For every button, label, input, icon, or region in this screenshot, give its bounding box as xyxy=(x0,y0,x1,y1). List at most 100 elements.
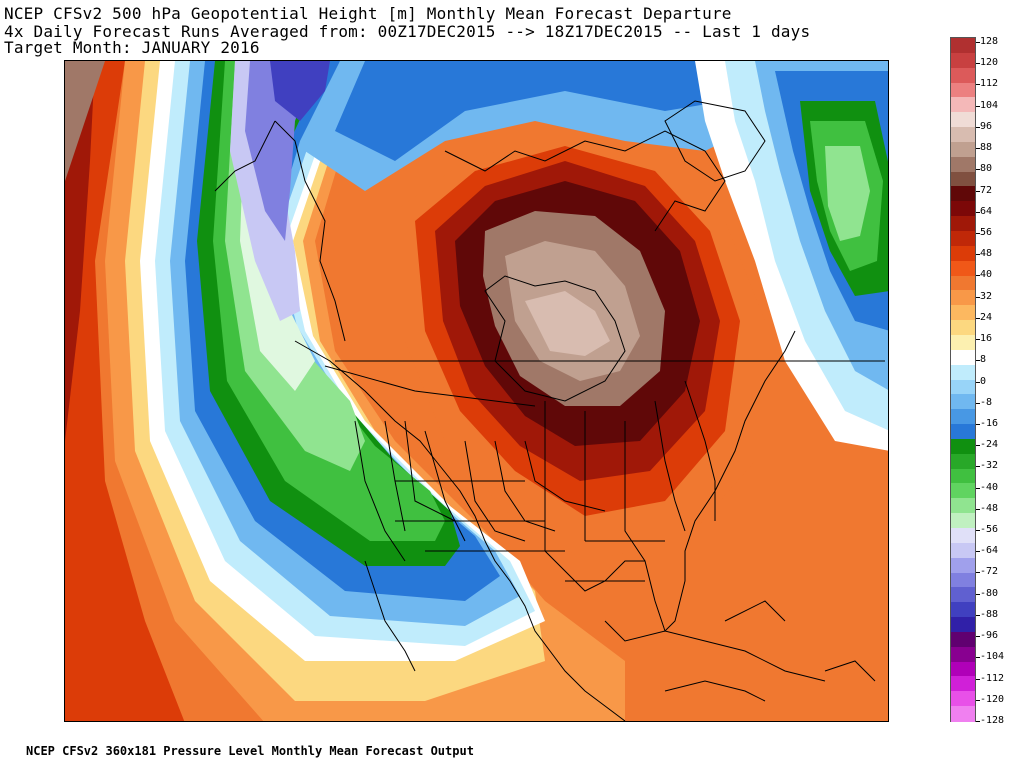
colorbar-label: -24 xyxy=(980,439,999,451)
colorbar-tick xyxy=(976,593,980,595)
colorbar-label: -32 xyxy=(980,460,999,472)
colorbar-swatch xyxy=(951,691,975,707)
colorbar-label: 128 xyxy=(980,36,999,47)
colorbar-swatch xyxy=(951,572,975,588)
colorbar-swatch xyxy=(951,468,975,485)
colorbar-tick xyxy=(976,487,980,489)
colorbar-swatch xyxy=(951,661,975,678)
colorbar-swatch xyxy=(951,260,975,277)
colorbar-swatch xyxy=(951,245,975,262)
colorbar-label: 16 xyxy=(980,333,993,345)
colorbar-tick xyxy=(976,402,980,404)
colorbar-tick xyxy=(976,572,980,574)
colorbar-label: 0 xyxy=(980,375,987,387)
colorbar-swatch xyxy=(951,112,975,128)
colorbar-label: 8 xyxy=(980,354,987,366)
colorbar-swatch xyxy=(951,602,975,618)
colorbar-swatch xyxy=(951,483,975,499)
colorbar-swatch xyxy=(951,52,975,69)
colorbar-swatch xyxy=(951,557,975,574)
colorbar-swatch xyxy=(951,527,975,544)
colorbar-swatch xyxy=(951,453,975,470)
title-line-3: Target Month: JANUARY 2016 xyxy=(4,38,260,57)
trough-dark-purple xyxy=(270,61,330,121)
atlantic-light-green xyxy=(825,146,870,241)
colorbar-tick xyxy=(976,678,980,680)
colorbar-tick xyxy=(976,423,980,425)
colorbar-swatch xyxy=(951,186,975,202)
colorbar-swatch xyxy=(951,587,975,603)
colorbar-swatch xyxy=(951,216,975,232)
colorbar-swatch xyxy=(951,275,975,291)
colorbar-label: 64 xyxy=(980,205,993,217)
colorbar-label: 120 xyxy=(980,57,999,69)
colorbar-swatch xyxy=(951,141,975,158)
colorbar-tick xyxy=(976,508,980,510)
colorbar-swatch xyxy=(951,676,975,692)
colorbar-tick xyxy=(976,63,980,65)
nw-brown-corner xyxy=(65,61,105,181)
colorbar-swatch xyxy=(951,631,975,648)
colorbar-swatch xyxy=(951,542,975,559)
colorbar-swatch xyxy=(951,127,975,143)
colorbar-label: 56 xyxy=(980,226,993,238)
anomaly-map xyxy=(64,60,889,722)
title-line-1: NCEP CFSv2 500 hPa Geopotential Height [… xyxy=(4,4,732,23)
colorbar-label: 96 xyxy=(980,120,993,132)
colorbar-tick xyxy=(976,275,980,277)
colorbar-label: -40 xyxy=(980,481,999,493)
colorbar-tick xyxy=(976,530,980,532)
ridge-brown-pale xyxy=(525,291,610,356)
colorbar-tick xyxy=(976,296,980,298)
colorbar-label: -128 xyxy=(980,715,1005,726)
colorbar-tick xyxy=(976,84,980,86)
colorbar-tick xyxy=(976,254,980,256)
colorbar-label: -56 xyxy=(980,524,999,536)
colorbar-label: 40 xyxy=(980,269,993,281)
colorbar-tick xyxy=(976,148,980,150)
colorbar-swatch xyxy=(951,498,975,514)
colorbar-tick xyxy=(976,381,980,383)
colorbar-tick xyxy=(976,339,980,341)
colorbar-tick xyxy=(976,721,980,722)
colorbar-label: -96 xyxy=(980,630,999,642)
arctic-strong-blue xyxy=(335,61,745,161)
colorbar-label: 72 xyxy=(980,184,993,196)
colorbar-label: -16 xyxy=(980,417,999,429)
colorbar-label: 104 xyxy=(980,99,999,111)
colorbar-label: -104 xyxy=(980,651,1005,663)
west-red-band xyxy=(65,61,185,721)
colorbar-label: 112 xyxy=(980,78,999,90)
colorbar-swatch xyxy=(951,409,975,425)
colorbar-swatch xyxy=(951,320,975,336)
colorbar-tick xyxy=(976,232,980,234)
colorbar-label: -112 xyxy=(980,672,1005,684)
colorbar-label: 88 xyxy=(980,142,993,154)
colorbar-swatch xyxy=(951,513,975,529)
colorbar-swatch xyxy=(951,231,975,247)
colorbar-swatch xyxy=(951,97,975,113)
title-line-2: 4x Daily Forecast Runs Averaged from: 00… xyxy=(4,22,811,41)
colorbar-label: -120 xyxy=(980,693,1005,705)
colorbar-label: 80 xyxy=(980,163,993,175)
colorbar-label: 32 xyxy=(980,290,993,302)
colorbar-swatch xyxy=(951,156,975,173)
colorbar-label: -88 xyxy=(980,608,999,620)
colorbar-label: -72 xyxy=(980,566,999,578)
colorbar-tick xyxy=(976,169,980,171)
colorbar-tick xyxy=(976,126,980,128)
colorbar-swatch xyxy=(951,67,975,84)
geographic-outlines xyxy=(214,100,885,721)
colorbar-swatch xyxy=(951,706,975,722)
colorbar-swatch xyxy=(951,379,975,395)
colorbar-swatch xyxy=(951,424,975,440)
trough-pale xyxy=(240,101,315,391)
colorbar-tick xyxy=(976,190,980,192)
colorbar-swatch xyxy=(951,334,975,351)
colorbar-swatch xyxy=(951,364,975,381)
trough-green xyxy=(213,61,445,541)
colorbar-tick xyxy=(976,657,980,659)
colorbar-tick xyxy=(976,466,980,468)
colorbar-label: -8 xyxy=(980,396,993,408)
colorbar-label: 24 xyxy=(980,311,993,323)
